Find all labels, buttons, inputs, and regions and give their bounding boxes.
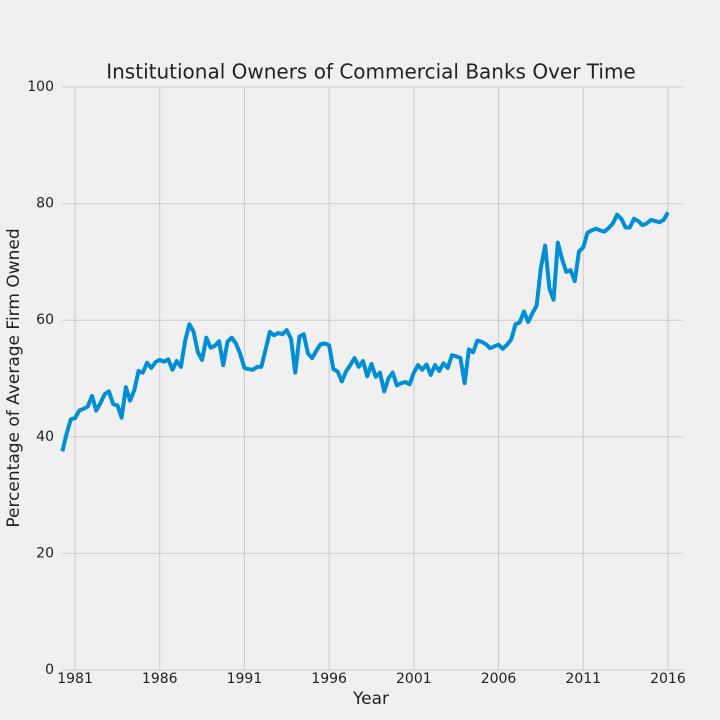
x-tick-label: 2011: [565, 671, 601, 687]
y-tick-label: 100: [27, 79, 54, 95]
y-tick-label: 40: [36, 429, 54, 445]
y-tick-label: 20: [36, 545, 54, 561]
y-tick-label: 0: [45, 662, 54, 678]
data-line: [60, 211, 670, 452]
x-axis-label: Year: [352, 689, 389, 709]
x-tick-label: 1991: [227, 671, 263, 687]
y-tick-label: 60: [36, 312, 54, 328]
y-tick-label: 80: [36, 196, 54, 212]
x-tick-label: 1996: [311, 671, 347, 687]
x-tick-label: 2006: [481, 671, 517, 687]
x-tick-label: 1986: [142, 671, 178, 687]
chart-title: Institutional Owners of Commercial Banks…: [106, 60, 636, 84]
x-tick-label: 2001: [396, 671, 432, 687]
x-tick-label: 1981: [57, 671, 93, 687]
x-tick-label: 2016: [650, 671, 686, 687]
y-axis-label: Percentage of Average Firm Owned: [4, 228, 24, 527]
